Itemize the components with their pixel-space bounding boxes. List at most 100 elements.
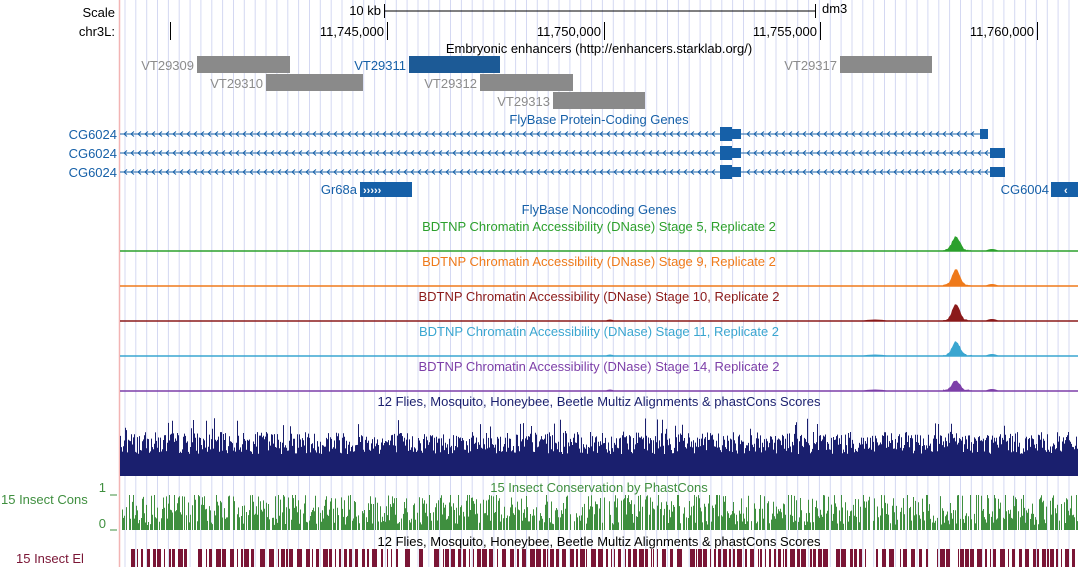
track-title: BDTNP Chromatin Accessibility (DNase) St…	[419, 324, 779, 339]
conserved-element	[297, 549, 302, 567]
conserved-element	[710, 549, 711, 567]
track-left-label[interactable]: 15 Insect El	[16, 551, 84, 566]
insect-cons-track[interactable]: 15 Insect Conservation by PhastCons 15 I…	[1, 480, 1078, 531]
signal-peak	[943, 304, 972, 321]
conserved-element	[876, 549, 878, 567]
conserved-element	[633, 549, 637, 567]
gene-exon[interactable]	[732, 129, 741, 139]
conserved-element	[344, 549, 347, 567]
gene-exon[interactable]	[720, 165, 732, 179]
gene-exon[interactable]	[720, 146, 732, 160]
enhancer-block[interactable]	[266, 74, 363, 91]
gene-exon[interactable]	[980, 129, 988, 139]
dnase-tracks[interactable]: BDTNP Chromatin Accessibility (DNase) St…	[120, 219, 1078, 392]
conserved-element	[367, 549, 369, 567]
enhancer-block[interactable]	[840, 56, 932, 73]
enhancer-block[interactable]	[553, 92, 645, 109]
gene-gr68a[interactable]: Gr68a ›››››	[321, 182, 412, 197]
enhancer-block[interactable]	[409, 56, 500, 73]
conserved-element	[970, 549, 974, 567]
conserved-element	[750, 549, 754, 567]
gene-cg6004[interactable]: CG6004 ‹	[1001, 182, 1078, 197]
conserved-element	[387, 549, 388, 567]
gene-exon[interactable]	[732, 148, 741, 158]
conserved-element	[164, 549, 165, 567]
conserved-element	[244, 549, 249, 567]
conserved-element	[737, 549, 742, 567]
enhancer-item[interactable]: VT29311	[354, 56, 500, 73]
enhancer-item[interactable]: VT29312	[424, 74, 573, 91]
enhancer-label: VT29312	[424, 76, 477, 91]
conserved-element	[625, 549, 626, 567]
gene-exon[interactable]	[990, 148, 1005, 158]
conserved-element	[696, 549, 697, 567]
enhancer-item[interactable]: VT29310	[210, 74, 363, 91]
conserved-element	[396, 549, 398, 567]
gene-exon[interactable]	[1051, 182, 1078, 197]
conserved-element	[434, 549, 439, 567]
transcript-cg6024[interactable]: CG6024	[69, 165, 1005, 180]
conserved-element	[570, 549, 574, 567]
enhancers-track[interactable]: Embryonic enhancers (http://enhancers.st…	[141, 41, 932, 109]
dnase-track[interactable]: BDTNP Chromatin Accessibility (DNase) St…	[120, 219, 1078, 252]
transcript-label: CG6024	[69, 165, 117, 180]
position-label: 11,760,000	[970, 24, 1034, 39]
conserved-element	[618, 549, 621, 567]
enhancer-item[interactable]: VT29317	[784, 56, 932, 73]
cg6024-transcripts[interactable]: CG6024 CG6024 CG6024	[69, 127, 1005, 180]
multiz-track[interactable]: 12 Flies, Mosquito, Honeybee, Beetle Mul…	[120, 394, 1078, 476]
conserved-element	[965, 549, 969, 567]
insect-el-track[interactable]: 12 Flies, Mosquito, Honeybee, Beetle Mul…	[16, 534, 1075, 567]
dnase-track[interactable]: BDTNP Chromatin Accessibility (DNase) St…	[120, 359, 1078, 392]
conserved-element	[698, 549, 702, 567]
conserved-element	[714, 549, 716, 567]
conserved-element	[850, 549, 853, 567]
conserved-element	[323, 549, 328, 567]
dnase-track[interactable]: BDTNP Chromatin Accessibility (DNase) St…	[120, 289, 1078, 322]
dnase-track[interactable]: BDTNP Chromatin Accessibility (DNase) St…	[120, 324, 1078, 357]
conserved-element	[562, 549, 566, 567]
ruler[interactable]: Scale 10 kb dm3 chr3L: 11,745,000 11,750…	[79, 1, 1038, 40]
conserved-element	[990, 549, 991, 567]
noncoding-genes-title[interactable]: FlyBase Noncoding Genes	[522, 202, 677, 217]
signal-bump	[985, 284, 999, 286]
position-label: 11,755,000	[753, 24, 817, 39]
gene-exon[interactable]	[720, 127, 732, 141]
conserved-element	[372, 549, 377, 567]
gene-label: CG6004	[1001, 182, 1049, 197]
gene-exon[interactable]	[360, 182, 412, 197]
track-left-label[interactable]: 15 Insect Cons	[1, 492, 88, 507]
axis-max-label: 1	[99, 480, 106, 495]
conserved-element	[230, 549, 234, 567]
enhancer-block[interactable]	[480, 74, 573, 91]
conserved-element	[1008, 549, 1009, 567]
conserved-element	[306, 549, 310, 567]
coding-genes-track[interactable]: FlyBase Protein-Coding Genes CG6024CG602…	[69, 112, 1078, 197]
transcript-cg6024[interactable]: CG6024	[69, 127, 988, 142]
alignment-bars	[120, 418, 1078, 476]
conserved-element	[653, 549, 654, 567]
conserved-element	[339, 549, 341, 567]
conserved-element	[729, 549, 731, 567]
enhancer-item[interactable]: VT29309	[141, 56, 290, 73]
conserved-element	[1033, 549, 1036, 567]
conserved-element	[859, 549, 862, 567]
gene-exon[interactable]	[732, 167, 741, 177]
enhancer-item[interactable]: VT29313	[497, 92, 645, 109]
gene-exon[interactable]	[990, 167, 1005, 177]
conserved-element	[810, 549, 812, 567]
signal-peak	[943, 380, 972, 391]
conserved-element	[241, 549, 243, 567]
conserved-element	[903, 549, 907, 567]
conserved-element	[576, 549, 578, 567]
conserved-element	[657, 549, 658, 567]
conserved-element	[349, 549, 352, 567]
conserved-element	[137, 549, 138, 567]
enhancer-block[interactable]	[197, 56, 290, 73]
conserved-element	[911, 549, 915, 567]
enhancer-label: VT29313	[497, 94, 550, 109]
conserved-element	[355, 549, 358, 567]
dnase-track[interactable]: BDTNP Chromatin Accessibility (DNase) St…	[120, 254, 1078, 287]
transcript-cg6024[interactable]: CG6024	[69, 146, 1005, 161]
